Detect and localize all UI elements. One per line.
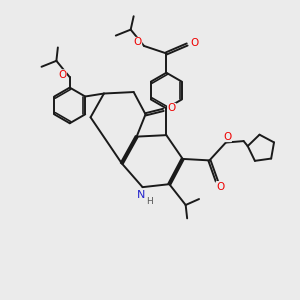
- Text: O: O: [216, 182, 225, 192]
- Text: O: O: [58, 70, 66, 80]
- Text: O: O: [223, 132, 231, 142]
- Text: O: O: [168, 103, 176, 113]
- Text: H: H: [146, 197, 152, 206]
- Text: O: O: [134, 38, 142, 47]
- Text: O: O: [190, 38, 199, 48]
- Text: N: N: [137, 190, 145, 200]
